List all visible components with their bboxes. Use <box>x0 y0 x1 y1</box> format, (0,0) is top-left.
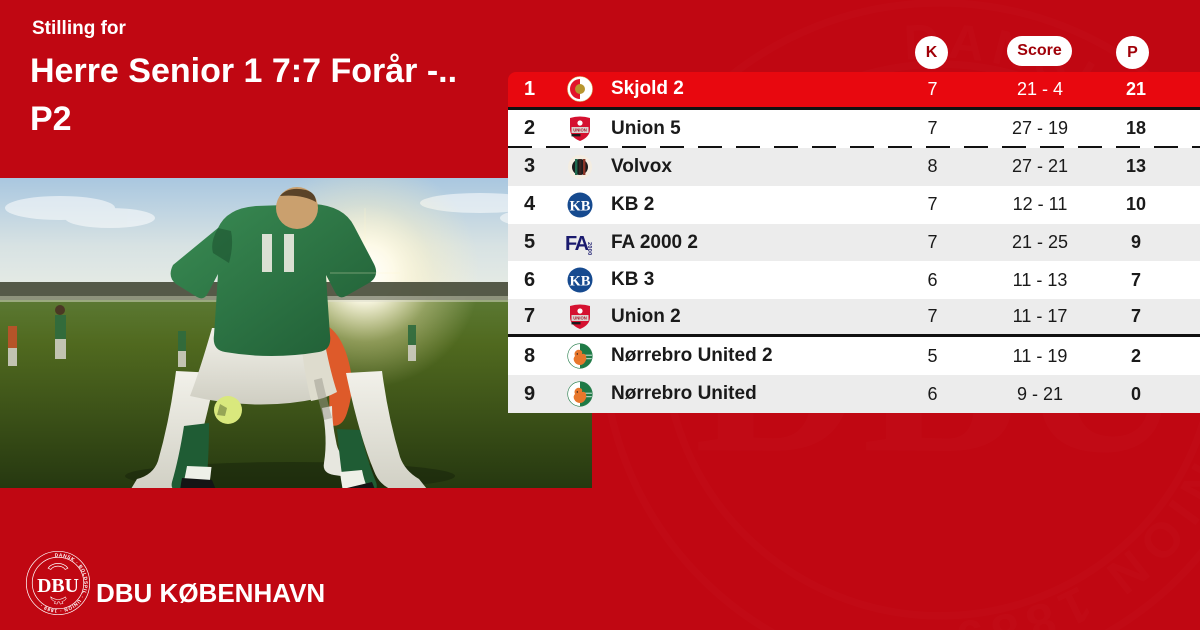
svg-text:KB: KB <box>570 198 591 214</box>
svg-text:FA: FA <box>565 233 589 255</box>
svg-text:UNION: UNION <box>573 127 587 132</box>
svg-text:2000: 2000 <box>586 242 592 255</box>
svg-text:UNION: UNION <box>573 315 587 320</box>
svg-text:DBU: DBU <box>37 575 79 597</box>
svg-text:KB: KB <box>570 274 591 290</box>
